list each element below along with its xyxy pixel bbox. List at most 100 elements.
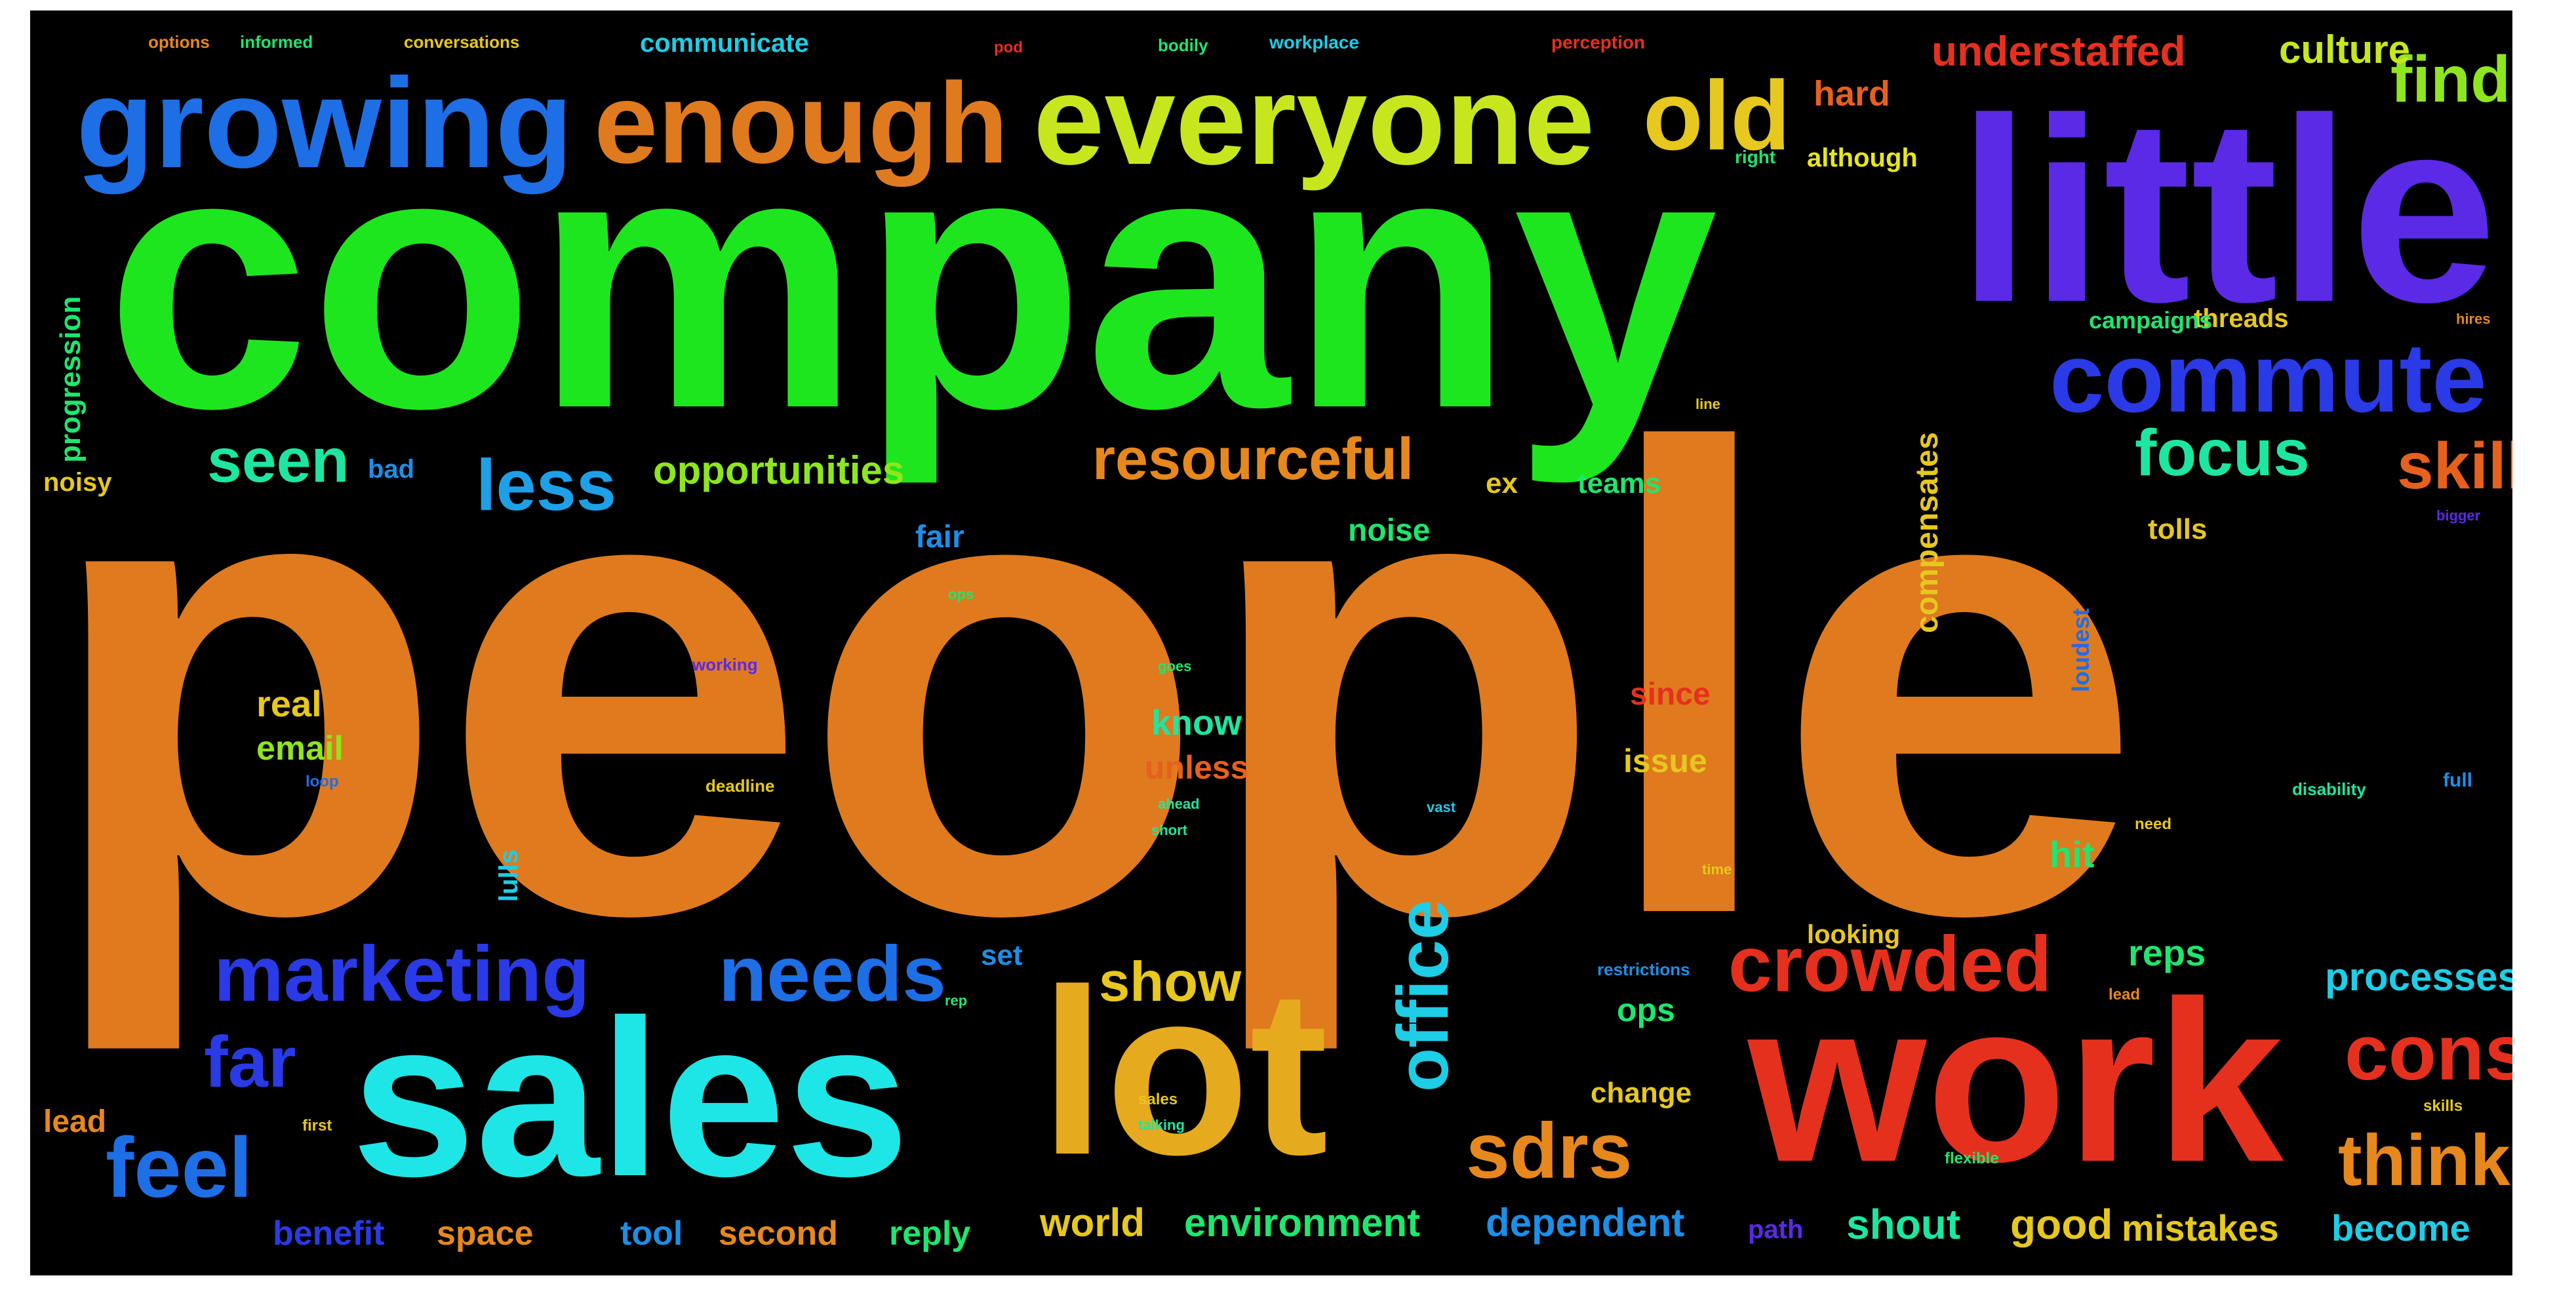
word-loudest: loudest (2067, 608, 2094, 692)
word-talking: talking (1138, 1117, 1185, 1133)
word-lulls: lulls (494, 849, 523, 902)
word-sales-small: sales (1138, 1091, 1178, 1108)
word-time: time (1702, 861, 1732, 878)
word-short: short (1151, 822, 1187, 838)
word-second: second (719, 1214, 839, 1252)
word-path: path (1748, 1215, 1804, 1244)
word-lead: lead (43, 1104, 107, 1139)
word-benefit: benefit (273, 1214, 385, 1252)
word-feel: feel (106, 1119, 253, 1215)
word-rep: rep (945, 992, 968, 1009)
word-full: full (2443, 769, 2472, 791)
word-ops-small: ops (948, 586, 974, 602)
word-ahead: ahead (1158, 796, 1200, 812)
word-issue: issue (1623, 743, 1707, 779)
word-think: think (2338, 1120, 2510, 1201)
word-little: little (1958, 64, 2497, 357)
word-looking: looking (1807, 920, 1901, 949)
word-environment: environment (1184, 1201, 1421, 1245)
word-needs: needs (719, 930, 946, 1018)
word-reps: reps (2128, 932, 2206, 973)
word-communicate: communicate (640, 29, 809, 58)
word-working: working (692, 655, 758, 674)
word-deadline: deadline (705, 776, 775, 796)
word-line: line (1695, 396, 1720, 412)
word-seen: seen (207, 426, 349, 495)
word-find: find (2390, 43, 2511, 116)
word-bad: bad (368, 455, 415, 484)
word-commute: commute (2050, 322, 2487, 433)
word-opportunities: opportunities (653, 448, 905, 492)
word-tolls: tolls (2148, 513, 2208, 545)
word-need: need (2135, 815, 2172, 833)
word-noisy: noisy (43, 468, 112, 497)
word-first: first (302, 1117, 332, 1135)
word-real: real (256, 683, 322, 724)
word-culture: culture (2279, 28, 2411, 71)
word-work: work (1748, 954, 2284, 1210)
word-lot: lot (1040, 941, 1328, 1204)
word-workplace: workplace (1269, 32, 1359, 52)
word-unless: unless (1145, 749, 1249, 786)
word-informed: informed (240, 32, 313, 52)
word-pod: pod (994, 39, 1023, 56)
word-although: although (1807, 144, 1918, 172)
word-perception: perception (1551, 32, 1646, 52)
word-understaffed: understaffed (1932, 28, 2186, 75)
word-hard: hard (1813, 74, 1891, 113)
word-resourceful: resourceful (1092, 427, 1414, 492)
word-growing: growing (76, 52, 574, 195)
word-know: know (1151, 703, 1242, 743)
word-loop: loop (306, 773, 339, 790)
word-flexible: flexible (1945, 1150, 1999, 1167)
word-progression: progression (54, 296, 87, 463)
word-mistakes: mistakes (2122, 1207, 2279, 1249)
word-skill: skill (2397, 429, 2512, 503)
word-ex: ex (1486, 467, 1518, 499)
word-noise: noise (1348, 513, 1431, 548)
word-sdrs: sdrs (1466, 1107, 1633, 1195)
word-office: office (1383, 899, 1463, 1092)
word-far: far (204, 1022, 296, 1102)
word-set: set (981, 939, 1023, 971)
word-tool: tool (620, 1214, 683, 1252)
word-since: since (1630, 677, 1711, 712)
word-campaigns: campaigns (2089, 307, 2213, 334)
word-shout: shout (1846, 1201, 1961, 1248)
word-change: change (1591, 1077, 1692, 1109)
word-everyone: everyone (1033, 49, 1595, 191)
word-old: old (1643, 60, 1791, 170)
word-less: less (476, 445, 617, 526)
word-dependent: dependent (1486, 1201, 1685, 1245)
word-email: email (256, 729, 344, 767)
word-show: show (1099, 951, 1242, 1013)
word-right: right (1735, 147, 1776, 167)
word-compensates: compensates (1910, 432, 1945, 633)
word-become: become (2331, 1207, 2470, 1249)
word-hit: hit (2050, 834, 2095, 875)
word-ops: ops (1617, 992, 1675, 1028)
word-threads: threads (2194, 304, 2289, 333)
word-hires: hires (2456, 311, 2491, 327)
word-bodily: bodily (1158, 35, 1208, 55)
word-processes: processes (2325, 955, 2512, 999)
word-goes: goes (1158, 658, 1192, 674)
word-reply: reply (889, 1214, 971, 1252)
word-bigger: bigger (2436, 507, 2481, 524)
word-enough: enough (594, 60, 1008, 187)
word-cons: cons (2345, 1009, 2512, 1097)
word-conversations: conversations (404, 32, 520, 52)
word-teams: teams (1577, 467, 1661, 499)
word-skills: skills (2423, 1097, 2463, 1115)
word-good: good (2010, 1201, 2113, 1248)
word-world: world (1040, 1201, 1145, 1245)
word-people: people (42, 313, 2143, 1052)
word-vast: vast (1427, 799, 1456, 815)
word-marketing: marketing (214, 930, 590, 1018)
word-options: options (148, 32, 210, 52)
word-focus: focus (2135, 416, 2310, 490)
word-crowded: crowded (1728, 920, 2052, 1008)
word-disability: disability (2292, 779, 2366, 799)
word-lead-small: lead (2109, 986, 2141, 1003)
word-restrictions: restrictions (1597, 960, 1690, 979)
